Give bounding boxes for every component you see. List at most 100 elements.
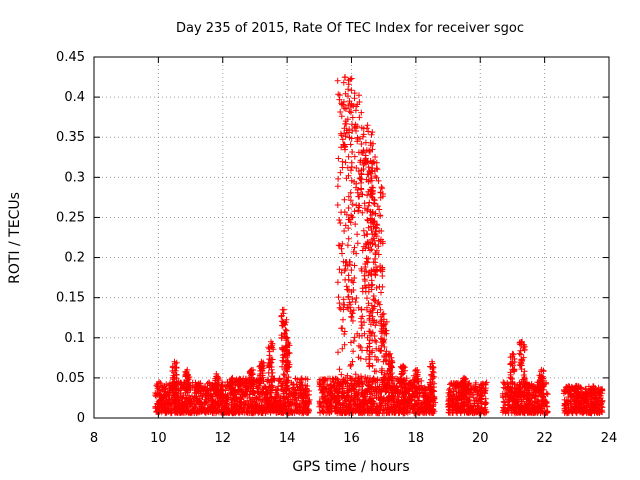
data-point [349,114,356,121]
data-point [253,395,260,401]
data-point [337,109,344,115]
x-tick-label: 22 [536,431,553,446]
data-point [377,306,384,313]
data-point [369,146,376,153]
data-point [430,364,437,371]
axis-ticks: 0 0.05 0.1 0.15 0.2 0.25 0.3 0.35 0.4 0.45 8 10 12 14… [56,50,617,446]
data-point [181,400,188,407]
data-point [567,397,574,403]
data-point [563,408,570,415]
data-point [247,388,254,394]
data-point [333,387,340,394]
data-point [184,372,191,379]
data-point [245,401,252,408]
data-point [285,339,291,346]
data-point [481,401,488,408]
data-point [365,255,372,262]
data-point [373,159,380,166]
data-point [243,409,250,415]
data-point [274,409,280,416]
data-point [405,407,412,414]
data-point [356,114,363,121]
data-point [351,90,358,97]
data-point [199,393,206,400]
data-point [193,395,200,402]
data-point [364,344,371,351]
data-point [510,390,517,397]
data-point [266,352,273,359]
data-point [345,272,352,279]
data-point [268,373,275,380]
data-point [321,400,328,407]
data-point [347,167,354,174]
data-point [281,372,288,379]
data-point [349,214,356,221]
data-point [398,377,405,384]
data-point [345,235,352,242]
data-point [529,393,536,400]
data-point [516,350,523,357]
data-point [262,410,269,417]
data-point [340,101,347,108]
data-point [365,239,372,246]
data-point [327,403,333,410]
data-point [390,401,397,408]
data-point [366,362,373,369]
data-point [579,409,586,416]
data-point [351,95,358,102]
data-point [250,381,257,388]
data-point [342,74,349,81]
data-point [334,183,341,190]
data-point [335,242,342,249]
data-point [538,366,545,373]
data-point [390,392,397,399]
data-point [510,406,517,413]
x-tick-label: 10 [150,431,167,446]
data-point [280,371,287,378]
data-point [366,147,373,154]
data-point [172,391,179,398]
data-point [372,241,379,248]
data-point [358,325,365,332]
data-point [223,383,230,390]
data-point [162,388,168,395]
data-point [234,398,240,405]
data-point [319,389,326,396]
data-points [152,74,606,417]
data-point [401,396,408,403]
data-point [380,396,387,403]
data-point [518,378,525,385]
data-point [158,382,165,389]
data-point [259,398,266,405]
data-point [248,396,255,403]
data-point [163,381,170,388]
data-point [345,172,352,179]
data-point [364,374,371,381]
data-point [179,384,186,390]
data-point [340,316,346,323]
data-point [172,386,179,393]
data-point [349,410,356,416]
data-point [202,387,209,394]
data-point [389,364,395,371]
data-point [363,356,369,363]
data-point [412,384,419,391]
data-point [239,388,246,395]
data-point [257,380,264,387]
data-point [351,405,358,412]
data-point [373,387,380,394]
data-point [372,337,379,344]
data-point [265,397,272,404]
data-point [283,343,290,350]
data-point [453,407,460,414]
data-point [420,410,427,416]
x-tick-label: 8 [90,431,98,446]
data-point [350,338,357,344]
data-point [578,405,585,412]
data-point [379,410,386,417]
data-point [321,383,327,390]
data-point [324,381,331,388]
data-point [340,79,347,86]
data-point [391,409,397,416]
data-point [343,211,350,218]
